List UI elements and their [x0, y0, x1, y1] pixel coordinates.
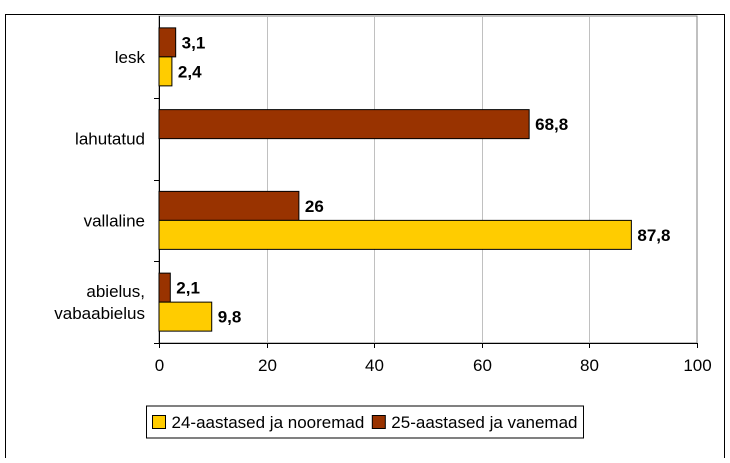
- data-label: 68,8: [535, 115, 568, 134]
- legend-swatch: [152, 415, 167, 429]
- y-category-label: vallaline: [84, 211, 145, 230]
- x-tick-label: 20: [258, 356, 277, 375]
- plot-area: [158, 15, 698, 344]
- bar-old: [158, 190, 300, 221]
- x-tick-label: 80: [580, 356, 599, 375]
- y-category-label: abielus, vabaabielus: [54, 282, 145, 323]
- data-label: 9,8: [218, 308, 242, 327]
- y-category-label: lahutatud: [75, 130, 145, 149]
- bar-young: [158, 56, 173, 87]
- y-category-label-line: lesk: [115, 48, 146, 67]
- legend-box: [146, 405, 584, 439]
- y-category-label-line: lahutatud: [75, 130, 145, 149]
- y-category-label-line: vallaline: [84, 211, 145, 230]
- x-tick-label: 60: [473, 356, 492, 375]
- y-category-label-line: abielus,: [86, 282, 145, 301]
- bar-old: [158, 272, 171, 303]
- bar-old: [158, 109, 530, 140]
- bar-young: [158, 219, 632, 250]
- y-category-label-line: vabaabielus: [54, 304, 145, 323]
- x-tick-label: 0: [155, 356, 164, 375]
- bar-young: [158, 301, 213, 332]
- data-label: 3,1: [182, 33, 206, 52]
- legend-label: 25-aastased ja vanemad: [391, 413, 577, 432]
- x-tick-label: 40: [365, 356, 384, 375]
- legend-label: 24-aastased ja nooremad: [172, 413, 365, 432]
- legend-swatch: [371, 415, 386, 429]
- data-label: 2,1: [176, 279, 200, 298]
- y-category-label: lesk: [115, 48, 146, 67]
- x-tick-label: 100: [683, 356, 711, 375]
- data-label: 26: [305, 197, 324, 216]
- data-label: 87,8: [637, 226, 670, 245]
- data-label: 2,4: [178, 62, 202, 81]
- bar-old: [158, 27, 177, 58]
